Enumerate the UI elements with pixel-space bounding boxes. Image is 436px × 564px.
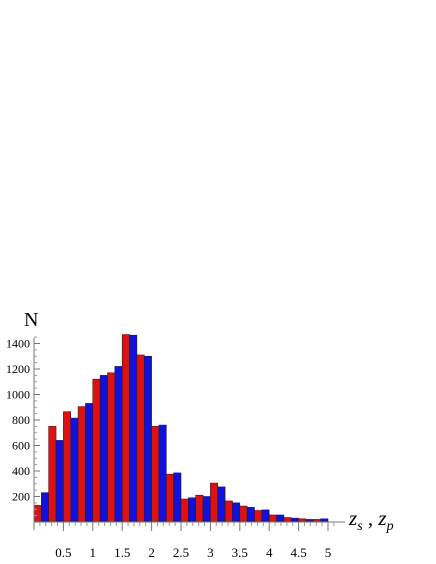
- bar-series1-bin9: [166, 473, 174, 523]
- bar-series1-bin4: [92, 378, 101, 523]
- bar-series2-bin16: [276, 514, 285, 523]
- x-axis-label-sub1: s: [357, 519, 363, 534]
- bar-series2-bin8: [158, 424, 167, 523]
- y-tick-label: 600: [12, 439, 30, 453]
- y-axis-label: N: [24, 309, 38, 331]
- x-tick-label: 5: [325, 545, 332, 560]
- bar-series1-bin14: [239, 505, 248, 523]
- x-tick-label: 2.5: [173, 545, 189, 560]
- bar-series2-bin12: [217, 486, 226, 523]
- x-tick-label: 1.5: [114, 545, 130, 560]
- y-tick-label: 1200: [6, 362, 30, 376]
- bar-series1-bin2: [63, 411, 72, 523]
- x-tick-label: 4: [266, 545, 273, 560]
- bar-series2-bin6: [129, 334, 138, 523]
- bar-series2-bin11: [202, 496, 211, 523]
- bar-series1-bin8: [151, 426, 160, 523]
- bar-series1-bin11: [195, 494, 204, 523]
- x-tick-label: 1: [90, 545, 97, 560]
- bar-series2-bin13: [232, 502, 241, 523]
- bar-series2-bin2: [70, 417, 79, 523]
- bar-series2-bin15: [261, 509, 270, 523]
- bar-series2-bin5: [114, 366, 123, 523]
- bar-series1-bin0: [33, 505, 42, 523]
- y-tick-label: 800: [12, 413, 30, 427]
- bar-series1-bin13: [224, 500, 233, 523]
- bar-series1-bin17: [283, 517, 292, 523]
- bar-series1-bin3: [77, 406, 86, 523]
- x-axis-label-var2: z: [377, 506, 386, 530]
- x-tick-label: 3: [207, 545, 214, 560]
- bar-series1-bin6: [121, 334, 130, 523]
- y-tick-label: 1000: [6, 388, 30, 402]
- bar-series2-bin4: [99, 375, 108, 523]
- bar-series2-bin7: [143, 355, 152, 523]
- x-axis-label-sep: ,: [363, 506, 379, 530]
- bar-series2-bin1: [55, 440, 64, 523]
- bar-series1-bin5: [107, 372, 116, 523]
- x-tick-label: 4.5: [290, 545, 306, 560]
- x-axis-label: zs , zp: [348, 506, 394, 534]
- x-axis-label-var1: z: [348, 506, 357, 530]
- bar-series1-bin12: [210, 482, 219, 523]
- bar-series2-bin0: [41, 492, 49, 523]
- x-tick-label: 3.5: [232, 545, 248, 560]
- y-tick-label: 200: [12, 490, 30, 504]
- bar-series1-bin7: [136, 354, 145, 523]
- bar-series2-bin14: [246, 507, 255, 523]
- x-tick-label: 0.5: [55, 545, 71, 560]
- bars-group: [33, 334, 329, 523]
- bar-series2-bin17: [290, 517, 299, 523]
- y-tick-label: 400: [12, 464, 30, 478]
- y-tick-label: 1400: [6, 337, 30, 351]
- bar-series2-bin3: [85, 403, 94, 523]
- bar-series2-bin9: [173, 472, 182, 523]
- x-ticks-group: 0.5 1 1.5 2 2.5 3 3.5 4 4.5 5: [39, 522, 335, 560]
- bar-series2-bin10: [188, 497, 197, 523]
- y-ticks-group: 200 400 600 800 1000 1200 1400: [6, 337, 40, 517]
- bar-series1-bin15: [254, 510, 263, 523]
- x-axis-label-sub2: p: [386, 519, 394, 534]
- bar-series1-bin16: [268, 514, 277, 523]
- bar-series1-bin10: [180, 498, 189, 523]
- bar-series1-bin1: [48, 426, 57, 523]
- x-tick-label: 2: [148, 545, 155, 560]
